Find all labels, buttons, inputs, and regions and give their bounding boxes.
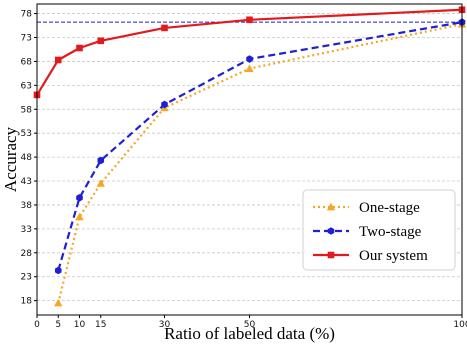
data-point-one-stage [245, 64, 254, 72]
legend-box [302, 189, 456, 271]
data-point-one-stage [75, 212, 84, 221]
legend-swatch-marker [326, 202, 336, 211]
data-point-one-stage [54, 298, 63, 307]
x-axis-label: Ratio of labeled data (%) [164, 324, 335, 343]
x-tick-label: 0 [34, 320, 40, 330]
y-tick-label: 18 [21, 297, 33, 307]
y-tick-label: 33 [21, 225, 32, 235]
legend-label: Our system [359, 248, 428, 264]
data-point-two-stage [54, 266, 62, 275]
y-tick-label: 58 [21, 105, 33, 115]
series-two-stage [54, 18, 466, 275]
legend-label: Two-stage [359, 224, 422, 240]
data-point-our-system [97, 37, 105, 45]
y-tick-label: 63 [21, 81, 32, 91]
y-tick-label: 28 [21, 249, 33, 259]
data-point-our-system [54, 56, 62, 64]
x-tick-label: 100 [453, 320, 467, 330]
legend: One-stage Two-stage Our system [302, 189, 456, 271]
legend-label: One-stage [359, 200, 420, 216]
data-point-two-stage [76, 193, 83, 202]
y-tick-label: 23 [21, 273, 32, 283]
legend-swatch-marker [327, 227, 335, 235]
x-tick-label: 10 [74, 320, 86, 330]
y-tick-label: 73 [21, 33, 32, 43]
x-tick-label: 30 [159, 320, 171, 330]
y-axis-label: Accuracy [1, 126, 20, 192]
x-axis-ticks: 0 5 10 15 30 50 100 [34, 315, 467, 330]
data-point-our-system [76, 44, 83, 52]
legend-item-one-stage: One-stage [313, 200, 420, 216]
data-point-two-stage [97, 156, 105, 165]
x-tick-label: 15 [95, 320, 106, 330]
y-tick-label: 38 [21, 201, 33, 211]
data-point-our-system [246, 16, 253, 24]
grid-lines [37, 13, 462, 302]
x-tick-label: 5 [55, 320, 61, 330]
y-tick-label: 53 [21, 129, 32, 139]
y-tick-label: 43 [21, 177, 32, 187]
data-point-our-system [161, 24, 168, 32]
data-point-two-stage [246, 55, 253, 63]
y-tick-label: 68 [21, 57, 33, 67]
legend-item-our-system: Our system [313, 248, 428, 264]
y-tick-label: 48 [21, 153, 33, 163]
data-point-two-stage [161, 100, 168, 109]
y-tick-label: 78 [21, 10, 33, 20]
data-point-one-stage [96, 179, 105, 187]
y-axis-ticks: 18 23 28 33 38 43 48 53 58 63 68 73 78 [21, 10, 37, 307]
series-line-two-stage [57, 21, 463, 271]
legend-swatch-marker [327, 251, 335, 259]
x-tick-label: 50 [244, 320, 256, 330]
legend-item-two-stage: Two-stage [313, 224, 422, 240]
